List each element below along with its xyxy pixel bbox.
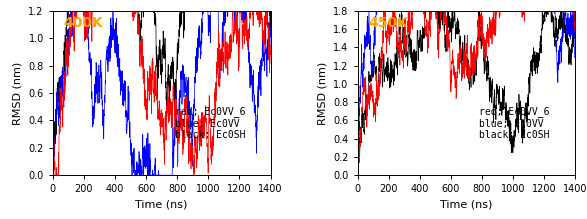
X-axis label: Time (ns): Time (ns) xyxy=(440,200,492,210)
Text: red; Ec0VV_6
blue; Ec0VV
black; Ec0SH: red; Ec0VV_6 blue; Ec0VV black; Ec0SH xyxy=(175,106,245,140)
Y-axis label: RMSD (nm): RMSD (nm) xyxy=(318,62,328,125)
Text: 400K: 400K xyxy=(64,16,103,30)
Y-axis label: RMSD (nm): RMSD (nm) xyxy=(13,62,23,125)
X-axis label: Time (ns): Time (ns) xyxy=(136,200,188,210)
Text: red; Ec0VV_6
blue; Ec0VV
black; Ec0SH: red; Ec0VV_6 blue; Ec0VV black; Ec0SH xyxy=(480,106,550,140)
Text: 450K: 450K xyxy=(369,16,409,30)
